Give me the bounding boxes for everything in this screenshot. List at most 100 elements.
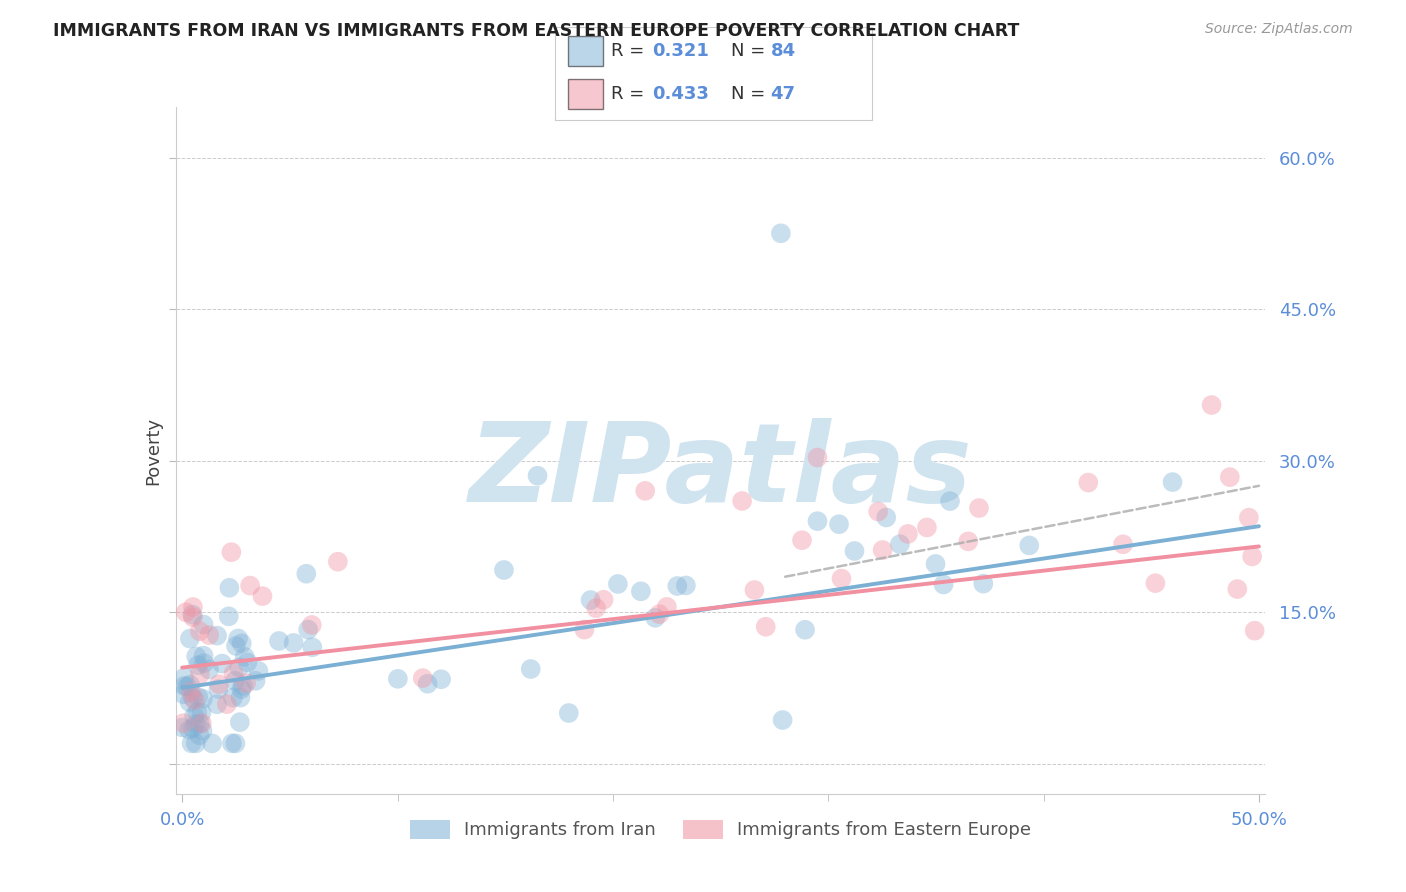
Point <box>184 736 207 750</box>
Legend: Immigrants from Iran, Immigrants from Eastern Europe: Immigrants from Iran, Immigrants from Ea… <box>402 813 1039 847</box>
Point <box>769 227 792 241</box>
Point <box>188 728 211 742</box>
Point <box>634 483 657 498</box>
Point <box>173 671 195 685</box>
Point <box>208 677 231 691</box>
Point <box>176 680 198 694</box>
Text: N =: N = <box>731 86 770 103</box>
Y-axis label: Poverty: Poverty <box>143 417 162 484</box>
Point <box>387 672 409 686</box>
Point <box>868 504 890 518</box>
Point <box>301 640 323 655</box>
Point <box>222 666 245 681</box>
Point <box>1112 537 1135 551</box>
Point <box>174 605 197 619</box>
Point <box>205 698 228 712</box>
Point <box>579 593 602 607</box>
Point <box>193 656 215 670</box>
Point <box>1226 582 1249 596</box>
Point <box>186 706 208 720</box>
Point <box>828 517 851 532</box>
Point <box>179 632 201 646</box>
Point <box>295 566 318 581</box>
Point <box>226 632 249 646</box>
Point <box>186 649 208 664</box>
Point <box>221 545 243 559</box>
Point <box>1018 538 1040 552</box>
Point <box>585 601 607 615</box>
Point <box>606 577 628 591</box>
Text: 84: 84 <box>770 42 796 60</box>
Point <box>744 582 766 597</box>
Point <box>1077 475 1099 490</box>
Point <box>326 555 349 569</box>
Point <box>247 664 270 678</box>
Point <box>1243 624 1265 638</box>
Point <box>183 709 205 723</box>
Point <box>1219 470 1241 484</box>
Point <box>889 537 911 551</box>
Point <box>267 634 290 648</box>
Point <box>731 494 754 508</box>
Point <box>201 736 224 750</box>
Point <box>794 623 817 637</box>
Point <box>526 468 548 483</box>
Point <box>245 673 267 688</box>
Text: ZIPatlas: ZIPatlas <box>468 417 973 524</box>
Point <box>188 667 211 681</box>
Point <box>1161 475 1184 489</box>
Point <box>191 692 214 706</box>
Point <box>1144 576 1167 591</box>
FancyBboxPatch shape <box>568 79 603 109</box>
Point <box>967 501 990 516</box>
Point <box>181 721 204 735</box>
Point <box>181 610 204 624</box>
Point <box>416 676 439 690</box>
Text: IMMIGRANTS FROM IRAN VS IMMIGRANTS FROM EASTERN EUROPE POVERTY CORRELATION CHART: IMMIGRANTS FROM IRAN VS IMMIGRANTS FROM … <box>53 22 1019 40</box>
Point <box>198 663 221 677</box>
Point <box>831 572 853 586</box>
Point <box>184 693 207 707</box>
Point <box>225 639 247 653</box>
Point <box>222 690 245 705</box>
Point <box>648 607 671 622</box>
Point <box>675 578 697 592</box>
Point <box>806 514 828 528</box>
Point <box>1201 398 1223 412</box>
Point <box>191 716 214 731</box>
Point <box>844 544 866 558</box>
Point <box>173 679 195 693</box>
Point <box>172 687 194 701</box>
Point <box>205 629 228 643</box>
Point <box>218 609 240 624</box>
Point <box>218 581 240 595</box>
Text: 0.321: 0.321 <box>652 42 709 60</box>
Point <box>519 662 541 676</box>
Point <box>644 611 666 625</box>
Point <box>191 723 214 738</box>
Point <box>232 679 254 693</box>
Point <box>181 607 204 622</box>
FancyBboxPatch shape <box>568 36 603 66</box>
Point <box>231 636 253 650</box>
Point <box>924 557 946 571</box>
Point <box>790 533 813 548</box>
Point <box>236 656 259 670</box>
Point <box>184 717 207 731</box>
Point <box>932 577 955 591</box>
Point <box>224 673 246 688</box>
Point <box>187 690 209 704</box>
Point <box>875 510 897 524</box>
Point <box>592 592 614 607</box>
Point <box>666 579 689 593</box>
Text: 47: 47 <box>770 86 796 103</box>
Point <box>655 599 678 614</box>
Point <box>193 617 215 632</box>
Point <box>198 628 221 642</box>
Point <box>939 494 962 508</box>
Text: R =: R = <box>610 42 650 60</box>
Point <box>180 685 202 699</box>
Point <box>193 648 215 663</box>
Point <box>181 690 204 705</box>
Point <box>179 678 201 692</box>
